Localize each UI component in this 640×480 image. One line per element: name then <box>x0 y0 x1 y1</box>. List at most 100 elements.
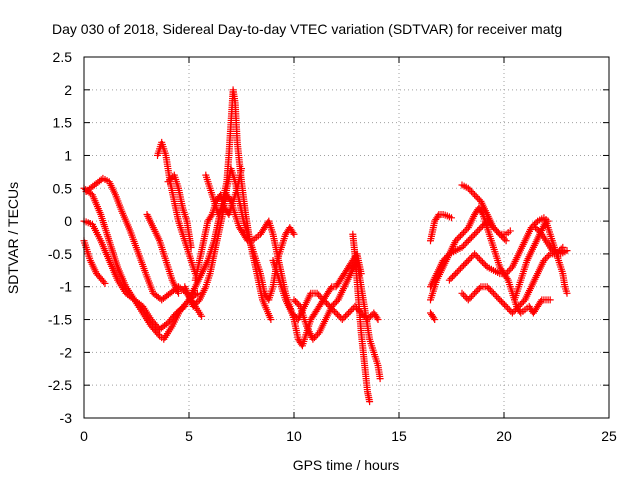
data-point <box>452 237 460 245</box>
data-point <box>504 304 512 312</box>
data-point <box>486 286 494 294</box>
data-point <box>187 243 195 251</box>
data-point <box>533 225 541 233</box>
data-point <box>455 234 463 241</box>
y-tick-label: 2 <box>64 82 72 98</box>
data-point <box>100 278 108 286</box>
y-tick-label: 1.5 <box>53 115 73 131</box>
data-point <box>463 225 471 233</box>
data-point <box>192 299 200 307</box>
data-point <box>329 301 337 309</box>
y-tick-label: -3 <box>60 410 73 426</box>
data-point <box>471 250 479 258</box>
data-point <box>460 291 468 299</box>
data-point <box>499 234 507 241</box>
series-track-23 <box>532 224 571 258</box>
data-point <box>453 268 461 276</box>
data-point <box>463 238 471 246</box>
data-point <box>335 312 343 320</box>
data-point <box>510 307 518 315</box>
data-point <box>458 243 466 251</box>
data-point <box>330 307 338 315</box>
data-point <box>497 232 505 240</box>
data-point <box>475 225 483 233</box>
data-point <box>488 288 496 296</box>
x-tick-label: 20 <box>496 428 512 444</box>
data-point <box>466 255 474 263</box>
data-point <box>469 232 477 240</box>
data-point <box>310 334 318 342</box>
data-point <box>467 293 475 301</box>
data-point <box>467 253 475 261</box>
data-point <box>456 265 464 273</box>
data-point <box>490 289 497 297</box>
data-point <box>449 273 457 281</box>
data-point <box>348 306 356 314</box>
data-point <box>374 316 382 324</box>
data-point <box>290 230 298 238</box>
series-track-14 <box>349 230 374 406</box>
data-point <box>496 230 504 238</box>
y-tick-label: -2.5 <box>48 377 72 393</box>
data-point <box>507 265 515 273</box>
data-point <box>563 247 571 255</box>
data-point <box>515 302 523 310</box>
data-point <box>222 206 230 214</box>
data-point <box>508 309 516 317</box>
data-point <box>478 258 486 266</box>
data-point <box>313 289 321 297</box>
data-point <box>516 301 524 309</box>
data-point <box>431 316 439 324</box>
data-point <box>328 302 336 310</box>
data-point <box>366 398 374 406</box>
data-point <box>293 299 301 307</box>
data-point <box>490 224 497 232</box>
data-point <box>461 293 469 301</box>
y-tick-label: 2.5 <box>53 49 73 65</box>
data-point <box>497 297 505 305</box>
data-point <box>512 306 520 314</box>
series-track-15 <box>427 309 439 324</box>
data-point <box>171 311 179 319</box>
data-point <box>535 227 543 235</box>
data-point <box>545 252 553 260</box>
data-point <box>463 258 471 266</box>
data-point <box>179 304 187 312</box>
data-point <box>345 309 353 317</box>
data-point <box>501 235 509 243</box>
data-point <box>460 261 468 269</box>
x-tick-label: 15 <box>391 428 407 444</box>
data-point <box>458 289 466 297</box>
data-point <box>319 296 327 304</box>
data-point <box>504 268 512 276</box>
data-point <box>376 375 384 383</box>
series-track-18 <box>427 211 455 245</box>
data-point <box>474 286 482 294</box>
data-point <box>289 229 297 237</box>
data-point <box>472 252 480 260</box>
x-tick-label: 0 <box>80 428 88 444</box>
data-point <box>327 284 335 292</box>
data-point <box>181 302 189 310</box>
data-point <box>491 291 499 299</box>
data-point <box>101 279 109 287</box>
data-point <box>519 297 527 305</box>
plot-frame <box>83 56 610 419</box>
y-tick-label: -1.5 <box>48 312 72 328</box>
data-point <box>466 294 474 302</box>
data-point <box>243 235 251 243</box>
data-point <box>154 330 162 338</box>
data-point <box>494 229 502 237</box>
data-point <box>474 227 482 235</box>
data-point <box>502 302 510 310</box>
y-axis-label: SDTVAR / TECUs <box>5 182 21 294</box>
data-point <box>162 320 170 328</box>
x-tick-label: 5 <box>185 428 193 444</box>
y-tick-label: 0 <box>64 213 72 229</box>
data-point <box>191 276 199 284</box>
data-point <box>467 234 475 241</box>
series-track-11 <box>191 165 245 284</box>
data-point <box>332 309 340 317</box>
data-point <box>346 307 354 315</box>
